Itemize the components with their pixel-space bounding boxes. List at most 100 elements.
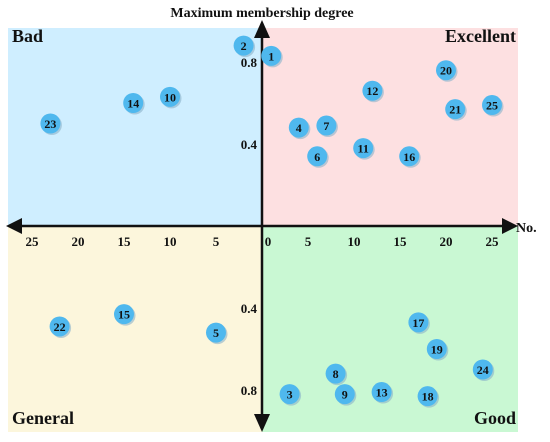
point-marker xyxy=(445,99,466,120)
x-tick-label: 25 xyxy=(26,234,40,249)
point-label: 4 xyxy=(296,121,302,135)
point-label: 22 xyxy=(54,320,66,334)
x-tick-label: 20 xyxy=(440,234,453,249)
x-tick-label: 5 xyxy=(213,234,220,249)
y-tick-label: 0.4 xyxy=(241,301,258,316)
data-point: 10 xyxy=(160,86,182,109)
point-marker xyxy=(123,93,144,113)
quadrant-labels: Bad Excellent General Good xyxy=(12,26,516,428)
point-label: 2 xyxy=(241,39,247,53)
point-marker xyxy=(334,384,355,405)
point-marker xyxy=(417,386,438,407)
point-label: 5 xyxy=(213,326,219,340)
point-label: 3 xyxy=(287,388,293,402)
y-axis-down-arrow xyxy=(254,414,270,432)
point-label: 13 xyxy=(376,386,388,400)
point-label: 11 xyxy=(358,142,369,156)
data-point: 23 xyxy=(40,113,62,135)
quadrant-label-general: General xyxy=(12,408,74,428)
point-marker xyxy=(436,60,456,81)
x-tick-label: 0 xyxy=(265,234,272,249)
point-marker xyxy=(307,146,328,167)
point-marker xyxy=(371,382,392,403)
x-tick-label: 10 xyxy=(348,234,361,249)
y-tick-label: 0.8 xyxy=(241,55,258,70)
point-marker xyxy=(233,35,254,56)
point-marker xyxy=(288,117,309,138)
data-point: 4 xyxy=(288,117,311,140)
data-point: 2 xyxy=(233,35,256,58)
data-point: 9 xyxy=(334,384,357,406)
data-point: 13 xyxy=(371,382,394,404)
data-point: 22 xyxy=(49,316,72,338)
point-marker xyxy=(399,146,420,167)
data-point: 25 xyxy=(482,95,504,117)
point-label: 15 xyxy=(118,308,130,322)
x-axis-right-arrow xyxy=(502,218,518,234)
point-marker xyxy=(353,138,374,159)
point-marker xyxy=(40,113,61,134)
data-point: 17 xyxy=(408,312,430,334)
point-label: 6 xyxy=(314,150,320,164)
x-tick-label: 15 xyxy=(118,234,132,249)
quadrant-label-excellent: Excellent xyxy=(445,26,516,46)
data-point: 12 xyxy=(362,80,384,103)
data-point: 11 xyxy=(353,138,375,160)
x-tick-label: 20 xyxy=(72,234,85,249)
data-point: 19 xyxy=(426,339,449,361)
quadrant-label-good: Good xyxy=(474,408,516,428)
data-point: 16 xyxy=(399,146,421,168)
point-label: 25 xyxy=(486,99,498,113)
point-marker xyxy=(114,304,134,325)
point-label: 18 xyxy=(422,390,434,404)
data-points: 1234567891011121314151617181920212223242… xyxy=(40,35,504,408)
point-label: 9 xyxy=(342,388,348,402)
point-label: 23 xyxy=(44,117,56,131)
y-axis-title: Maximum membership degree xyxy=(170,6,353,21)
data-point: 15 xyxy=(114,304,136,326)
quadrant-label-bad: Bad xyxy=(12,26,43,46)
point-label: 17 xyxy=(412,316,424,330)
point-marker xyxy=(279,384,300,405)
point-marker xyxy=(362,80,383,101)
data-point: 14 xyxy=(123,93,145,115)
data-point: 24 xyxy=(472,359,495,381)
quadrant-good-background xyxy=(262,226,518,432)
point-label: 24 xyxy=(477,363,489,377)
point-label: 10 xyxy=(164,90,176,104)
data-point: 8 xyxy=(325,363,348,386)
point-label: 16 xyxy=(403,150,415,164)
data-point: 5 xyxy=(206,322,228,345)
x-axis-left-arrow xyxy=(6,218,22,234)
data-point: 7 xyxy=(316,115,338,138)
point-label: 14 xyxy=(127,97,139,111)
x-tick-label: 25 xyxy=(486,234,500,249)
data-point: 18 xyxy=(417,386,440,408)
axes xyxy=(6,20,518,432)
point-marker xyxy=(160,86,180,107)
point-marker xyxy=(426,339,447,359)
data-point: 3 xyxy=(279,384,302,406)
point-label: 8 xyxy=(333,367,339,381)
point-marker xyxy=(482,95,502,116)
data-point: 1 xyxy=(261,45,283,68)
point-label: 12 xyxy=(366,84,378,98)
data-point: 21 xyxy=(445,99,467,121)
point-marker xyxy=(408,312,429,333)
x-tick-label: 10 xyxy=(164,234,177,249)
point-label: 7 xyxy=(323,119,329,133)
x-tick-label: 5 xyxy=(305,234,312,249)
point-marker xyxy=(206,322,226,343)
point-marker xyxy=(316,115,337,136)
tick-labels: 25 20 15 10 5 0 5 10 15 20 25 0.8 0.4 0.4 0.8 xyxy=(26,55,500,398)
y-tick-label: 0.4 xyxy=(241,137,258,152)
point-marker xyxy=(472,359,493,380)
x-axis-title: No. xyxy=(516,221,537,236)
point-marker xyxy=(49,316,70,337)
point-marker xyxy=(325,363,346,384)
data-point: 20 xyxy=(436,60,458,82)
point-label: 19 xyxy=(431,343,443,357)
point-label: 20 xyxy=(440,64,452,78)
y-tick-label: 0.8 xyxy=(241,383,258,398)
